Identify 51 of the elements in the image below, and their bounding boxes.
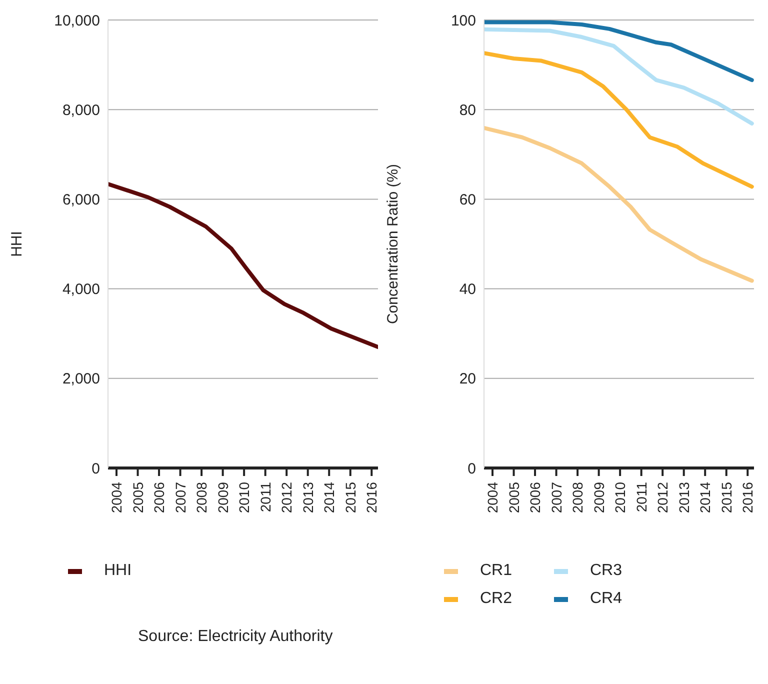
x-tick-label: 2004	[108, 482, 125, 514]
x-tick-label: 2011	[257, 482, 274, 512]
y-tick-label: 4,000	[62, 281, 100, 298]
x-tick-label: 2008	[194, 482, 210, 514]
y-tick-label: 6,000	[62, 192, 100, 209]
x-tick-label: 2009	[590, 482, 607, 514]
x-tick-label: 2011	[633, 482, 650, 512]
x-tick-label: 2016	[364, 482, 380, 514]
line-series	[484, 51, 754, 189]
line-series	[484, 20, 754, 82]
x-tick-label: 2006	[151, 482, 168, 514]
x-tick-label: 2013	[676, 482, 692, 514]
x-tick-label: 2010	[236, 482, 252, 514]
y-tick-label: 100	[450, 12, 476, 30]
x-tick-label: 2015	[718, 482, 734, 514]
y-tick-label: 8,000	[62, 102, 100, 119]
legend-label: CR3	[589, 562, 624, 580]
y-tick-label: 0	[468, 460, 476, 478]
y-tick-label: 60	[459, 192, 476, 209]
x-tick-label: 2016	[740, 482, 756, 514]
x-tick-label: 2013	[300, 482, 316, 514]
x-tick-label: 2008	[570, 482, 586, 514]
y-tick-label: 2,000	[62, 370, 100, 388]
x-tick-label: 2007	[548, 482, 564, 514]
y-axis-title: HHI	[8, 231, 26, 257]
x-tick-label: 2014	[697, 482, 714, 514]
line-series	[108, 182, 378, 350]
y-tick-label: 40	[459, 281, 476, 298]
legend-label: CR4	[589, 590, 624, 608]
x-tick-label: 2007	[172, 482, 188, 514]
line-series	[484, 27, 754, 126]
y-tick-label: 0	[92, 460, 100, 478]
x-tick-label: 2009	[214, 482, 231, 514]
x-tick-label: 2004	[484, 482, 501, 514]
x-tick-label: 2005	[506, 482, 522, 514]
y-tick-label: 20	[459, 370, 476, 388]
y-tick-label: 80	[459, 102, 476, 119]
y-axis-title: Concentration Ratio (%)	[384, 164, 402, 324]
legend-label: CR1	[479, 562, 514, 580]
x-tick-label: 2005	[130, 482, 146, 514]
legend-label: HHI	[103, 562, 133, 580]
x-tick-label: 2014	[321, 482, 338, 514]
x-tick-label: 2012	[654, 482, 671, 514]
y-tick-label: 10,000	[54, 12, 100, 30]
line-series	[484, 126, 754, 283]
x-tick-label: 2012	[278, 482, 295, 514]
x-tick-label: 2006	[527, 482, 544, 514]
x-tick-label: 2015	[342, 482, 358, 514]
source-note: Source: Electricity Authority	[137, 628, 334, 646]
x-tick-label: 2010	[612, 482, 628, 514]
legend-label: CR2	[479, 590, 514, 608]
